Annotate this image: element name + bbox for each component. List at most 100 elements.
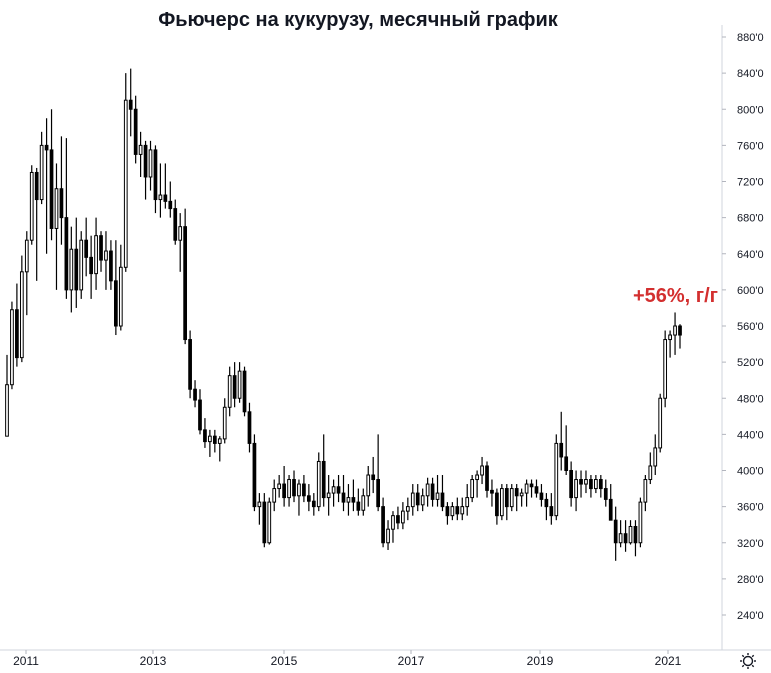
candle-body (198, 399, 202, 431)
candle-body (495, 492, 499, 517)
candle-body (79, 239, 84, 291)
candle (242, 366, 247, 417)
candle (420, 488, 425, 512)
candle (118, 244, 123, 331)
candle-body (678, 325, 682, 336)
candle (336, 475, 341, 503)
candle-body (470, 479, 475, 499)
candle (643, 475, 648, 512)
candle (19, 255, 24, 363)
candle (465, 484, 470, 516)
candle-body (598, 479, 603, 490)
candle-body (386, 528, 390, 544)
candle-body (371, 474, 376, 481)
candle-body (549, 506, 554, 517)
candle-body (668, 334, 672, 341)
candle-body (287, 479, 291, 499)
candle (311, 493, 316, 516)
y-axis[interactable]: 880'0 840'0 800'0 760'0 720'0 680'0 640'0 600'0… (722, 32, 764, 622)
annotation-label: +56%, г/г (633, 285, 718, 307)
y-tick-label: 760'0 (737, 140, 764, 152)
candle-body (519, 492, 524, 497)
x-axis[interactable]: 2011 2013 2015 2017 2019 2021 (13, 650, 682, 668)
candle (94, 217, 98, 290)
x-tick-label: 2013 (140, 654, 167, 668)
candle (470, 475, 475, 503)
candle (445, 502, 450, 525)
y-tick-label: 400'0 (737, 466, 764, 478)
candle (678, 324, 682, 349)
candle (257, 493, 262, 525)
candle (158, 163, 163, 218)
candle (663, 330, 668, 408)
candle (74, 217, 79, 308)
candle (559, 411, 564, 471)
candle (232, 362, 237, 408)
candle-body (430, 483, 435, 500)
candle-body (153, 149, 158, 201)
candle-body (168, 200, 173, 210)
candle (183, 208, 188, 345)
candle (460, 497, 465, 521)
candle (425, 477, 430, 507)
candle-body (54, 188, 59, 229)
candle (539, 484, 544, 507)
candle-body (628, 525, 633, 544)
candle-body (643, 479, 648, 503)
candle-body (282, 483, 286, 499)
candle-body (663, 339, 668, 399)
plot-area (5, 68, 682, 561)
candle-body (539, 492, 544, 500)
candle (584, 470, 588, 494)
candle-body (123, 99, 128, 268)
candle-body (401, 510, 405, 524)
candle (658, 393, 663, 453)
candle-body (94, 235, 98, 275)
candle (499, 484, 504, 521)
candle-body (514, 488, 519, 497)
settings-icon[interactable] (740, 653, 756, 669)
candle-body (188, 339, 192, 390)
candle (15, 283, 19, 367)
candle-body (574, 479, 578, 499)
candle (316, 452, 321, 512)
candle-body (440, 492, 445, 508)
candle-body (49, 149, 54, 229)
candle-body (29, 171, 34, 241)
candle (673, 312, 677, 355)
candle (5, 354, 9, 437)
candle-body (272, 488, 277, 503)
candle (99, 231, 103, 272)
candle-body (104, 250, 108, 261)
candle-body (227, 375, 232, 408)
candle-body (252, 442, 257, 508)
candle (396, 506, 400, 530)
candle-body (445, 506, 450, 517)
candle (569, 461, 573, 507)
candle (371, 456, 376, 494)
candle-body (34, 171, 39, 201)
candle-body (499, 488, 504, 517)
candle-body (579, 479, 583, 485)
candle (579, 470, 583, 498)
candle-body (143, 144, 148, 178)
candle (356, 488, 361, 516)
candle (529, 479, 534, 498)
candle (376, 434, 381, 512)
candle-body (203, 429, 207, 443)
y-tick-label: 880'0 (737, 32, 764, 44)
candle (475, 470, 479, 498)
candle (49, 109, 54, 241)
candle-body (15, 309, 19, 359)
candle (193, 380, 197, 408)
candle-body (232, 375, 237, 399)
candle-body (554, 442, 559, 517)
candle-body (331, 486, 336, 494)
candle-body (173, 208, 178, 241)
candle (450, 502, 455, 521)
y-tick-label: 800'0 (737, 104, 764, 116)
candle (608, 484, 613, 521)
candle-body (490, 489, 494, 494)
candle-body (163, 194, 168, 202)
candle-body (658, 397, 663, 449)
